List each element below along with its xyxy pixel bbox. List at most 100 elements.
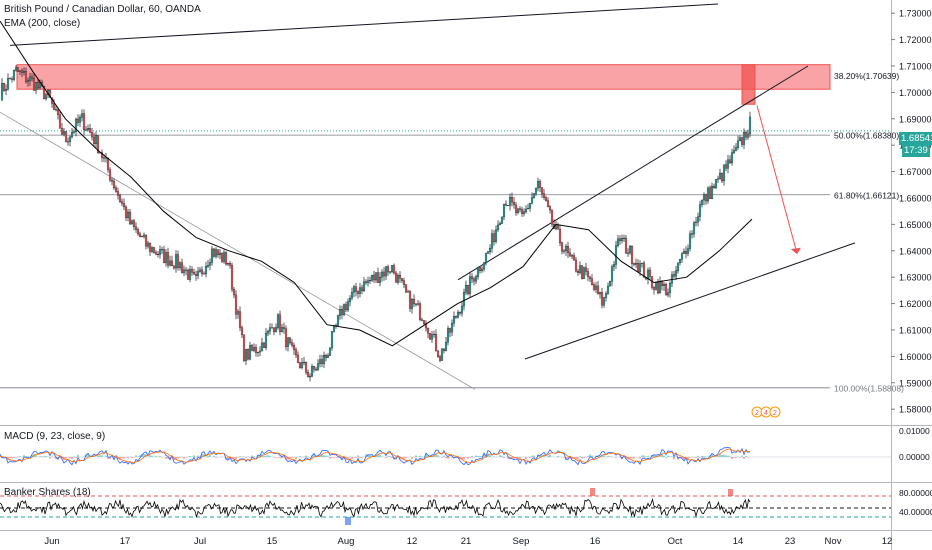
price-candle-body <box>124 206 128 218</box>
price-candle-body <box>402 280 406 285</box>
price-candle-body <box>188 269 192 280</box>
price-candle-body <box>316 363 320 371</box>
price-candle-body <box>432 334 436 335</box>
price-candle-body <box>692 222 696 235</box>
price-candle-body <box>248 345 252 360</box>
price-candle-body <box>728 159 732 164</box>
price-candle-body <box>70 132 74 138</box>
price-tick-label: 1.70000 <box>899 88 932 98</box>
price-candle-body <box>222 252 226 262</box>
price-candle-body <box>510 197 514 203</box>
price-candle-body <box>28 76 32 81</box>
price-candle-body <box>252 347 256 351</box>
price-candle-body <box>582 267 586 279</box>
price-candle-body <box>44 94 48 100</box>
price-candle-body <box>678 259 682 264</box>
price-candle-body <box>314 368 318 371</box>
price-candle-body <box>472 278 476 282</box>
price-candle-body <box>486 251 490 254</box>
price-candle-body <box>698 204 702 217</box>
price-candle-body <box>418 303 422 320</box>
price-candle-body <box>442 348 446 351</box>
price-candle-body <box>610 266 614 282</box>
price-candle-body <box>446 328 450 343</box>
ema-200-line <box>0 20 753 347</box>
price-candle-body <box>342 304 346 315</box>
price-candle-body <box>406 291 410 293</box>
price-candle-body <box>562 250 566 252</box>
price-candle-body <box>62 131 66 135</box>
price-candle-body <box>436 350 440 357</box>
price-candle-body <box>410 298 414 309</box>
price-candle-body <box>148 242 152 252</box>
price-candle-body <box>74 118 78 132</box>
price-candle-body <box>126 211 130 218</box>
price-candle-body <box>656 282 660 294</box>
price-candle-body <box>206 265 210 267</box>
time-axis-label: Sep <box>513 536 530 547</box>
target-zone <box>741 64 756 105</box>
price-candle-body <box>184 269 188 271</box>
price-candle-body <box>160 249 164 251</box>
price-tick-label: 1.71000 <box>899 61 932 71</box>
price-candle-body <box>504 203 508 206</box>
price-candle-body <box>430 334 434 340</box>
price-candle-body <box>170 260 174 267</box>
price-candle-body <box>16 67 20 72</box>
price-candle-body <box>534 187 538 194</box>
time-axis-label: 12 <box>882 536 893 547</box>
price-candle-body <box>428 333 432 340</box>
price-candle-body <box>590 278 594 285</box>
price-candle-body <box>670 274 674 284</box>
price-candle-body <box>476 267 480 277</box>
price-candle-body <box>612 264 616 267</box>
price-candle-body <box>546 200 550 207</box>
price-candle-body <box>700 199 704 205</box>
price-candle-body <box>300 362 304 368</box>
price-candle-body <box>42 85 46 100</box>
price-candle-body <box>8 78 12 80</box>
price-candle-body <box>574 259 578 272</box>
price-candle-body <box>572 255 576 261</box>
price-candle-body <box>478 267 482 271</box>
price-candle-body <box>72 131 76 133</box>
upper-channel-trendline <box>9 3 719 46</box>
price-candle-body <box>30 76 34 79</box>
price-candle-body <box>232 289 236 296</box>
price-candle-body <box>512 201 516 206</box>
price-candle-body <box>600 292 604 306</box>
price-candle-body <box>490 233 494 249</box>
price-candle-body <box>596 285 600 295</box>
price-candle-body <box>202 273 206 275</box>
price-candle-body <box>452 316 456 324</box>
resistance-zone <box>16 64 831 90</box>
price-candle-body <box>2 82 6 91</box>
price-candle-body <box>210 248 214 263</box>
price-candle-body <box>242 334 246 361</box>
price-candle-body <box>78 116 82 123</box>
price-candle-body <box>710 185 714 199</box>
price-candle-body <box>622 237 626 239</box>
banker-tick-label: 40.00000 <box>899 507 932 517</box>
banker-legend: Banker Shares (18) <box>4 487 91 498</box>
rising-channel-bottom <box>524 242 856 360</box>
macd-signal-line <box>0 448 750 464</box>
price-candle-body <box>140 236 144 238</box>
price-candle-body <box>128 211 132 225</box>
price-candle-body <box>6 78 10 90</box>
price-candle-body <box>10 78 14 80</box>
price-candle-body <box>394 272 398 283</box>
price-candle-body <box>280 327 284 332</box>
price-candle-body <box>388 271 392 273</box>
price-candle-body <box>576 271 580 273</box>
price-candle-body <box>598 292 602 295</box>
price-tick-label: 1.60000 <box>899 352 932 362</box>
price-candle-body <box>106 158 110 170</box>
banker-bar-marker <box>345 517 351 525</box>
price-candle-body <box>536 181 540 189</box>
price-candle-body <box>606 285 610 294</box>
time-axis-label: 17 <box>120 536 131 547</box>
price-candle-body <box>624 237 628 254</box>
